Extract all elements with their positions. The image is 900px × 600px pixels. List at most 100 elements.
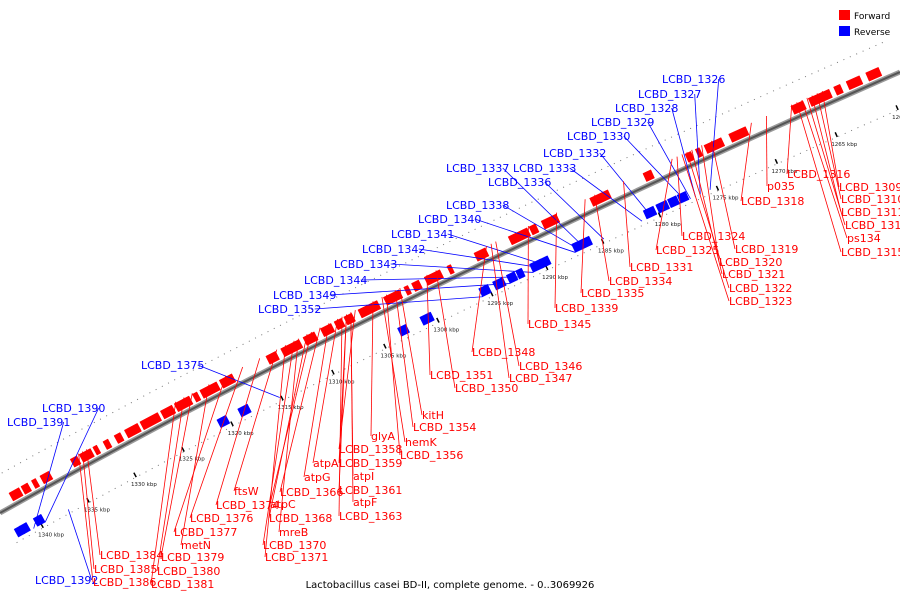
gene-label-lcbd_1333: LCBD_1333: [513, 162, 576, 175]
label-leader: [623, 181, 631, 268]
label-leader: [709, 78, 720, 190]
forward-gene-block: [139, 412, 163, 431]
forward-gene-block: [807, 88, 833, 107]
gene-label-lcbd_1310: LCBD_1310: [841, 193, 900, 206]
gene-label-lcbd_1356: LCBD_1356: [400, 449, 463, 462]
label-leader: [33, 421, 65, 529]
gene-label-lcbd_1321: LCBD_1321: [722, 268, 785, 281]
gene-label-atpa: atpA: [313, 457, 339, 470]
tick-mark: [230, 421, 234, 427]
tick-label: 1300 kbp: [433, 327, 459, 333]
label-leader: [502, 204, 581, 251]
tick-mark: [834, 132, 838, 138]
gene-label-lcbd_1376: LCBD_1376: [190, 512, 253, 525]
gene-label-metn: metN: [181, 539, 211, 552]
tick-layer: 1260 kbp 1265 kbp 1270 kbp 1275 kbp 1280 kbp…: [0, 40, 900, 544]
forward-gene-block: [92, 444, 102, 456]
legend: Forward Reverse: [839, 10, 891, 38]
forward-gene-block: [703, 137, 726, 154]
label-leader: [655, 158, 673, 251]
tick-label: 1295 kbp: [487, 301, 513, 307]
forward-gene-block: [39, 470, 54, 485]
reverse-gene-block: [19, 522, 31, 535]
label-leader: [268, 334, 308, 519]
gene-label-lcbd_1368: LCBD_1368: [269, 512, 332, 525]
gene-label-ftsw: ftsW: [234, 485, 259, 498]
gene-label-lcbd_1318: LCBD_1318: [741, 195, 804, 208]
forward-gene-block: [218, 373, 237, 389]
gene-label-lcbd_1384: LCBD_1384: [100, 549, 163, 562]
label-leader: [569, 167, 643, 222]
gene-label-lcbd_1392: LCBD_1392: [35, 574, 98, 587]
gene-label-lcbd_1325: LCBD_1325: [656, 244, 719, 257]
reverse-gene-block: [642, 205, 658, 220]
forward-gene-block: [191, 391, 202, 403]
forward-gene-block: [333, 317, 346, 331]
label-leader: [180, 384, 210, 546]
map-title: Lactobacillus casei BD-II, complete geno…: [306, 580, 595, 591]
label-leader: [82, 451, 95, 570]
label-leader: [160, 393, 193, 558]
label-leader: [215, 358, 261, 506]
forward-gene-block: [113, 432, 125, 444]
gene-label-lcbd_1347: LCBD_1347: [509, 372, 572, 385]
tick-label: 1315 kbp: [278, 405, 304, 411]
forward-gene-block: [102, 438, 113, 450]
label-leader: [360, 276, 524, 281]
gene-label-lcbd_1359: LCBD_1359: [339, 457, 402, 470]
label-leader: [390, 263, 534, 273]
label-leader: [338, 316, 343, 517]
tick-mark: [774, 158, 779, 165]
gene-label-lcbd_1358: LCBD_1358: [339, 443, 402, 456]
gene-label-ps134: ps134: [847, 232, 881, 245]
label-leader: [686, 152, 730, 289]
label-leader: [264, 345, 286, 558]
tick-label: 1330 kbp: [131, 482, 157, 488]
gene-label-lcbd_1346: LCBD_1346: [519, 360, 582, 373]
tick-mark: [657, 212, 662, 218]
forward-gene-block: [507, 227, 532, 246]
gene-label-lcbd_1339: LCBD_1339: [555, 302, 618, 315]
reverse-gene-block: [580, 235, 594, 249]
forward-gene-block: [8, 487, 24, 502]
label-leader: [554, 212, 558, 309]
forward-gene-block: [199, 381, 221, 399]
tick-mark: [280, 395, 284, 401]
gene-label-lcbd_1316: LCBD_1316: [787, 168, 850, 181]
label-leader: [676, 156, 683, 237]
inner-track: [0, 40, 887, 475]
label-leader: [314, 296, 483, 310]
label-leader: [370, 301, 374, 437]
label-leader: [426, 274, 431, 376]
gene-label-lcbd_1326: LCBD_1326: [662, 73, 725, 86]
gene-label-lcbd_1311: LCBD_1311: [841, 206, 900, 219]
gene-label-lcbd_1309: LCBD_1309: [839, 181, 900, 194]
gene-label-atpc: atpC: [270, 498, 296, 511]
gene-label-atpi: atpI: [353, 470, 374, 483]
gene-label-atpg: atpG: [304, 471, 331, 484]
label-leader: [279, 327, 321, 493]
tick-label: 1305 kbp: [380, 353, 406, 359]
label-leader: [303, 323, 330, 478]
tick-label: 1270 kbp: [771, 169, 797, 175]
label-leader: [156, 397, 185, 572]
gene-label-lcbd_1343: LCBD_1343: [334, 258, 397, 271]
legend-reverse-swatch: [839, 26, 850, 36]
gene-label-lcbd_1332: LCBD_1332: [543, 147, 606, 160]
label-leader: [399, 288, 423, 416]
gene-label-lcbd_1322: LCBD_1322: [729, 282, 792, 295]
tick-mark: [715, 185, 720, 191]
legend-forward-label: Forward: [854, 12, 890, 22]
legend-reverse-label: Reverse: [854, 28, 891, 38]
label-leader: [474, 218, 576, 253]
tick-label: 1320 kbp: [228, 431, 254, 437]
label-leader: [150, 401, 177, 585]
gene-label-mreb: mreB: [279, 526, 308, 539]
gene-label-lcbd_1344: LCBD_1344: [304, 274, 367, 287]
tick-label: 1265 kbp: [831, 142, 857, 148]
gene-label-lcbd_1350: LCBD_1350: [455, 382, 518, 395]
label-leader: [806, 97, 846, 226]
label-leader: [691, 149, 723, 275]
forward-gene-block: [265, 350, 280, 365]
tick-label: 1325 kbp: [179, 456, 205, 462]
